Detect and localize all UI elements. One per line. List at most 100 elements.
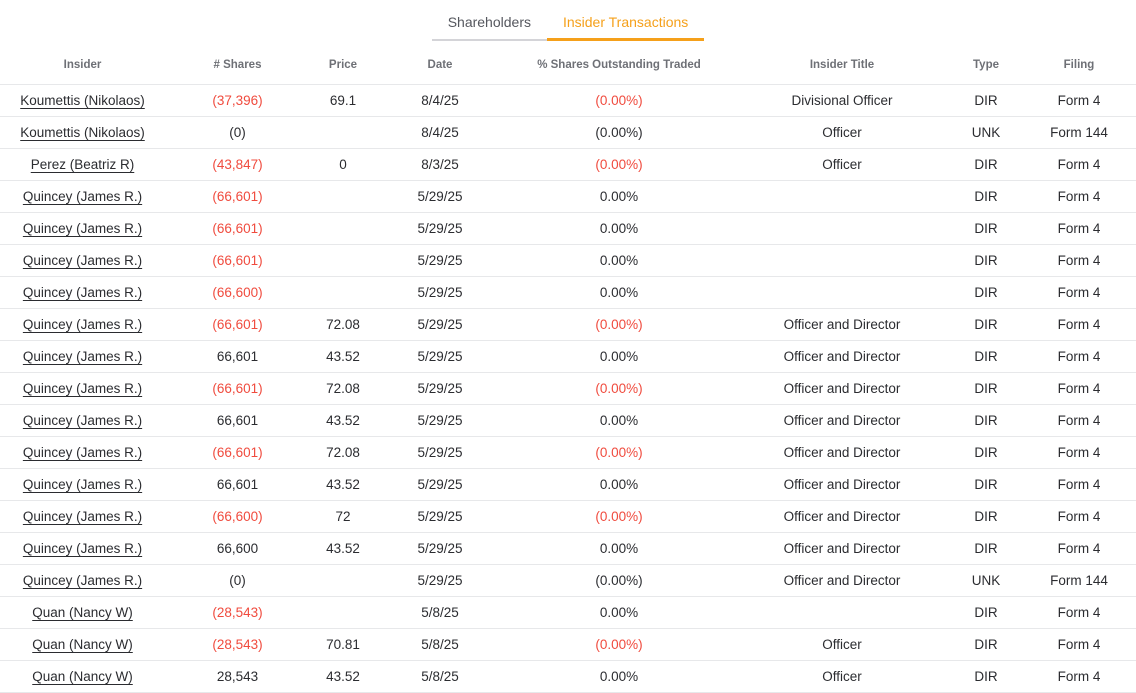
insider-cell: Quincey (James R.) bbox=[0, 436, 165, 469]
table-header-row: Insider # Shares Price Date% Shares Outstan… bbox=[0, 41, 1136, 85]
insider-title-cell bbox=[734, 596, 950, 629]
tab-shareholders[interactable]: Shareholders bbox=[431, 8, 547, 41]
pct-outstanding-cell: 0.00% bbox=[504, 244, 734, 277]
insider-link[interactable]: Quincey (James R.) bbox=[22, 380, 143, 396]
type-cell: DIR bbox=[950, 532, 1022, 565]
insider-link[interactable]: Quincey (James R.) bbox=[22, 316, 143, 332]
price-cell bbox=[310, 596, 376, 629]
insider-link[interactable]: Quincey (James R.) bbox=[22, 252, 143, 268]
insider-link[interactable]: Quincey (James R.) bbox=[22, 412, 143, 428]
pct-outstanding-cell: 0.00% bbox=[504, 468, 734, 501]
insider-cell: Quincey (James R.) bbox=[0, 532, 165, 565]
shares-cell: 66,601 bbox=[165, 468, 310, 501]
insider-link[interactable]: Quincey (James R.) bbox=[22, 444, 143, 460]
type-cell: DIR bbox=[950, 180, 1022, 213]
type-cell: UNK bbox=[950, 564, 1022, 597]
filing-cell: Form 4 bbox=[1022, 244, 1136, 277]
price-cell: 0 bbox=[310, 148, 376, 181]
insider-title-cell: Officer bbox=[734, 660, 950, 693]
type-cell: DIR bbox=[950, 340, 1022, 373]
shares-cell: (66,601) bbox=[165, 372, 310, 405]
type-cell: DIR bbox=[950, 404, 1022, 437]
insider-cell: Quan (Nancy W) bbox=[0, 628, 165, 661]
insider-cell: Quincey (James R.) bbox=[0, 404, 165, 437]
insider-cell: Quincey (James R.) bbox=[0, 212, 165, 245]
date-cell: 5/29/25 bbox=[376, 532, 504, 565]
column-header: Insider Title bbox=[734, 41, 950, 85]
column-header: % Shares Outstanding Traded bbox=[504, 41, 734, 85]
pct-outstanding-cell: (0.00%) bbox=[504, 308, 734, 341]
shares-cell: 66,601 bbox=[165, 340, 310, 373]
shares-cell: (66,601) bbox=[165, 244, 310, 277]
insider-link[interactable]: Quan (Nancy W) bbox=[32, 604, 133, 620]
type-cell: DIR bbox=[950, 628, 1022, 661]
filing-cell: Form 4 bbox=[1022, 436, 1136, 469]
table-row: Quincey (James R.) (66,601) 5/29/25 0.00… bbox=[0, 212, 1136, 245]
date-cell: 5/8/25 bbox=[376, 660, 504, 693]
date-cell: 5/29/25 bbox=[376, 340, 504, 373]
date-cell: 5/29/25 bbox=[376, 308, 504, 341]
insider-title-cell: Officer and Director bbox=[734, 468, 950, 501]
date-cell: 5/29/25 bbox=[376, 500, 504, 533]
insider-link[interactable]: Quan (Nancy W) bbox=[32, 668, 133, 684]
table-row: Quincey (James R.) (0) 5/29/25 (0.00%) O… bbox=[0, 564, 1136, 597]
insider-title-cell bbox=[734, 212, 950, 245]
filing-cell: Form 4 bbox=[1022, 468, 1136, 501]
filing-cell: Form 4 bbox=[1022, 84, 1136, 117]
price-cell: 72 bbox=[310, 500, 376, 533]
table-row: Quan (Nancy W) 28,543 43.52 5/8/25 0.00%… bbox=[0, 660, 1136, 693]
type-cell: DIR bbox=[950, 372, 1022, 405]
pct-outstanding-cell: (0.00%) bbox=[504, 84, 734, 117]
date-cell: 8/4/25 bbox=[376, 116, 504, 149]
filing-cell: Form 4 bbox=[1022, 628, 1136, 661]
date-cell: 8/4/25 bbox=[376, 84, 504, 117]
type-cell: DIR bbox=[950, 84, 1022, 117]
insider-link[interactable]: Quincey (James R.) bbox=[22, 572, 143, 588]
type-cell: DIR bbox=[950, 468, 1022, 501]
insider-title-cell: Officer and Director bbox=[734, 564, 950, 597]
date-cell: 5/8/25 bbox=[376, 628, 504, 661]
price-cell bbox=[310, 180, 376, 213]
insider-link[interactable]: Perez (Beatriz R) bbox=[30, 156, 135, 172]
filing-cell: Form 4 bbox=[1022, 596, 1136, 629]
filing-cell: Form 4 bbox=[1022, 308, 1136, 341]
insider-title-cell: Divisional Officer bbox=[734, 84, 950, 117]
insider-link[interactable]: Koumettis (Nikolaos) bbox=[20, 124, 145, 140]
price-cell bbox=[310, 564, 376, 597]
insider-link[interactable]: Quincey (James R.) bbox=[22, 220, 143, 236]
insider-link[interactable]: Quincey (James R.) bbox=[22, 348, 143, 364]
insider-link[interactable]: Quincey (James R.) bbox=[22, 188, 143, 204]
shares-cell: (28,543) bbox=[165, 596, 310, 629]
insider-cell: Perez (Beatriz R) bbox=[0, 148, 165, 181]
insider-link[interactable]: Koumettis (Nikolaos) bbox=[20, 92, 145, 108]
table-row: Koumettis (Nikolaos) (37,396) 69.1 8/4/2… bbox=[0, 84, 1136, 117]
insider-link[interactable]: Quincey (James R.) bbox=[22, 284, 143, 300]
date-cell: 8/3/25 bbox=[376, 148, 504, 181]
shares-cell: (0) bbox=[165, 564, 310, 597]
insider-link[interactable]: Quan (Nancy W) bbox=[32, 636, 133, 652]
price-cell: 72.08 bbox=[310, 308, 376, 341]
insider-cell: Koumettis (Nikolaos) bbox=[0, 84, 165, 117]
insider-cell: Quincey (James R.) bbox=[0, 500, 165, 533]
insider-cell: Quincey (James R.) bbox=[0, 564, 165, 597]
insider-title-cell: Officer and Director bbox=[734, 372, 950, 405]
insider-link[interactable]: Quincey (James R.) bbox=[22, 540, 143, 556]
table-row: Quincey (James R.) 66,600 43.52 5/29/25 … bbox=[0, 532, 1136, 565]
insider-title-cell: Officer and Director bbox=[734, 308, 950, 341]
pct-outstanding-cell: 0.00% bbox=[504, 276, 734, 309]
pct-outstanding-cell: 0.00% bbox=[504, 340, 734, 373]
insider-cell: Quincey (James R.) bbox=[0, 340, 165, 373]
insider-title-cell: Officer and Director bbox=[734, 404, 950, 437]
table-row: Quincey (James R.) 66,601 43.52 5/29/25 … bbox=[0, 340, 1136, 373]
insider-cell: Quincey (James R.) bbox=[0, 308, 165, 341]
insider-title-cell: Officer and Director bbox=[734, 436, 950, 469]
shares-cell: (0) bbox=[165, 116, 310, 149]
tab-insider-transactions[interactable]: Insider Transactions bbox=[546, 8, 705, 41]
date-cell: 5/29/25 bbox=[376, 436, 504, 469]
type-cell: DIR bbox=[950, 212, 1022, 245]
pct-outstanding-cell: (0.00%) bbox=[504, 436, 734, 469]
pct-outstanding-cell: (0.00%) bbox=[504, 564, 734, 597]
insider-link[interactable]: Quincey (James R.) bbox=[22, 508, 143, 524]
insider-link[interactable]: Quincey (James R.) bbox=[22, 476, 143, 492]
pct-outstanding-cell: 0.00% bbox=[504, 212, 734, 245]
